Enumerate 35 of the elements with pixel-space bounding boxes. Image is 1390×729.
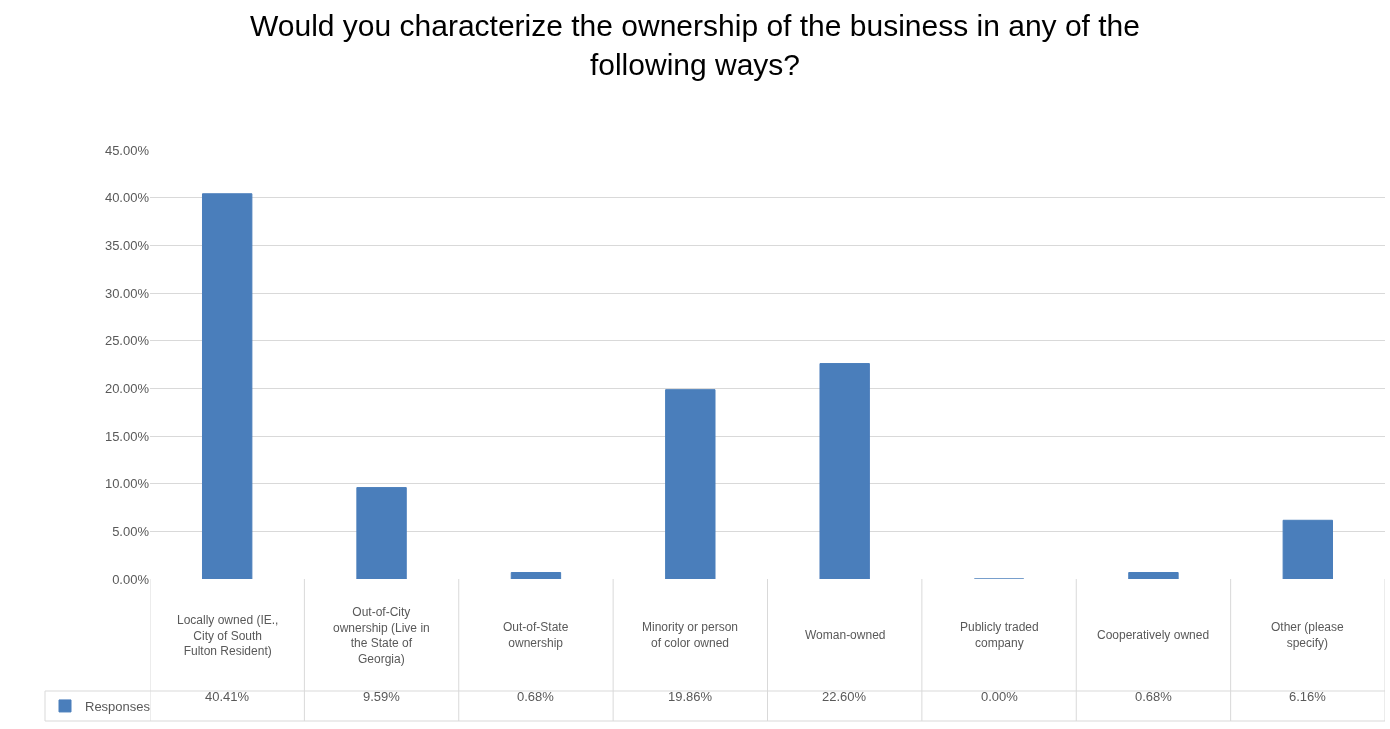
bar: [1128, 572, 1179, 579]
x-tick-label: Cooperatively owned: [1097, 628, 1210, 642]
data-label: 22.60%: [822, 689, 867, 704]
x-tick-label: Out-of-City ownership (Live in the State of Georgia): [333, 605, 430, 666]
x-tick-label: Other (please specify): [1271, 620, 1345, 650]
y-tick-label: 15.00%: [104, 428, 150, 444]
chart-title: Would you characterize the ownership of the business in any of the following ways?: [250, 9, 1140, 82]
data-label: 40.41%: [205, 689, 250, 704]
bar: [665, 389, 716, 579]
legend-label: Responses: [85, 699, 151, 715]
y-tick-label: 40.00%: [104, 190, 150, 206]
x-tick-label: Locally owned (IE., City of South Fulton Resident): [177, 613, 279, 659]
y-tick-label: 20.00%: [104, 380, 150, 396]
data-label: 0.00%: [981, 689, 1019, 704]
y-tick-label: 0.00%: [112, 571, 150, 587]
data-label: 19.86%: [668, 689, 713, 704]
bar: [819, 363, 870, 579]
y-tick-label: 5.00%: [112, 523, 150, 539]
x-tick-label: Publicly traded company: [960, 620, 1039, 650]
data-label: 9.59%: [363, 689, 401, 704]
x-tick-label: Minority or person of color owned: [642, 620, 739, 650]
bar: [356, 487, 407, 579]
data-label: 0.68%: [1135, 689, 1173, 704]
bar: [1282, 519, 1334, 579]
y-tick-label: 35.00%: [104, 237, 150, 253]
y-tick-label: 25.00%: [104, 333, 150, 349]
y-tick-label: 45.00%: [104, 142, 150, 158]
data-label: 0.68%: [517, 689, 555, 704]
x-tick-label: Out-of-State ownership: [503, 620, 569, 650]
bar: [201, 193, 253, 579]
bar: [510, 572, 562, 579]
x-tick-label: Woman-owned: [805, 628, 886, 642]
data-label: 6.16%: [1289, 689, 1327, 704]
y-tick-label: 30.00%: [104, 285, 150, 301]
y-tick-label: 10.00%: [104, 476, 150, 492]
